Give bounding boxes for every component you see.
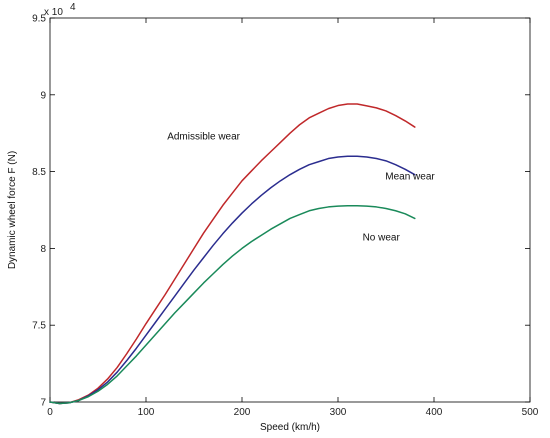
x-tick-label: 200 [234,407,251,418]
y-exponent-power: 4 [70,2,76,13]
x-tick-label: 500 [522,407,539,418]
series-annotations: Admissible wear Mean wear No wear [167,131,435,243]
annotation-mean-wear: Mean wear [385,171,435,182]
x-tick-label: 100 [138,407,155,418]
annotation-admissible-wear: Admissible wear [167,131,240,142]
y-tick-label: 8 [40,244,46,255]
y-axis-label: Dynamic wheel force F (N) [7,151,18,269]
y-tick-label: 9.5 [32,14,46,25]
x-tick-label: 300 [330,407,347,418]
plot-area [49,17,531,403]
series-line-mean-wear [49,155,416,405]
y-exponent-base: x 10 [44,7,63,18]
y-axis-exponent: x 10 4 [44,2,76,18]
y-tick-label: 9 [40,90,46,101]
y-axis-ticks: 7 7.5 8 8.5 9 9.5 [32,14,530,409]
series-line-admissible-wear [49,103,416,405]
x-axis-ticks: 0 100 200 300 400 500 [47,18,539,418]
annotation-no-wear: No wear [363,233,401,244]
x-tick-label: 400 [426,407,443,418]
x-axis-label: Speed (km/h) [260,422,320,433]
y-tick-label: 7 [40,398,46,409]
y-tick-label: 7.5 [32,321,46,332]
series-line-no-wear [49,204,416,405]
x-tick-label: 0 [47,407,53,418]
y-tick-label: 8.5 [32,167,46,178]
series-lines [49,103,416,405]
